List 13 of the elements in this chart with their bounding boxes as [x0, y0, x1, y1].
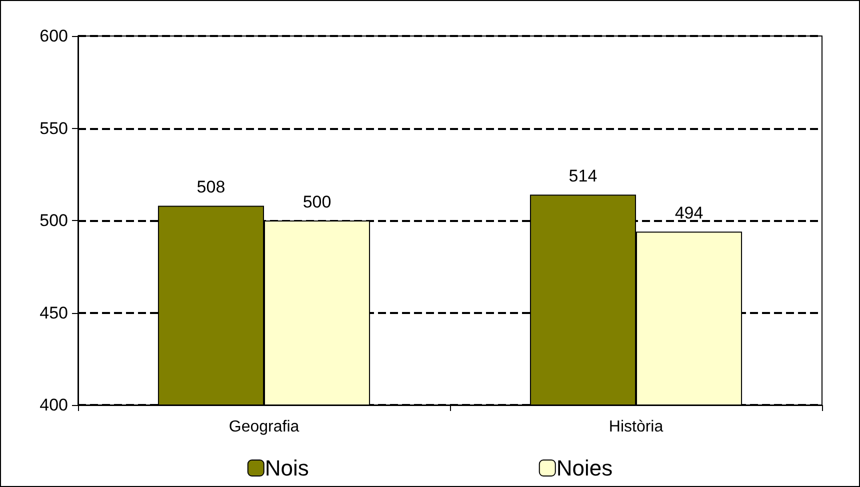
y-tick-label: 500: [40, 211, 68, 230]
x-tick-label: Geografia: [228, 418, 300, 436]
y-tick-label: 400: [40, 396, 68, 414]
legend-label: Noies: [556, 456, 613, 480]
y-tick-label: 550: [40, 118, 68, 138]
y-tick-label: 450: [40, 303, 68, 322]
x-tick-label: Història: [608, 418, 664, 436]
data-label: 514: [568, 166, 598, 186]
data-label: 500: [302, 192, 332, 212]
y-tick-label: 600: [40, 26, 68, 46]
data-label: 508: [196, 178, 226, 197]
data-label: 494: [674, 204, 704, 223]
legend-label: Nois: [264, 456, 309, 480]
